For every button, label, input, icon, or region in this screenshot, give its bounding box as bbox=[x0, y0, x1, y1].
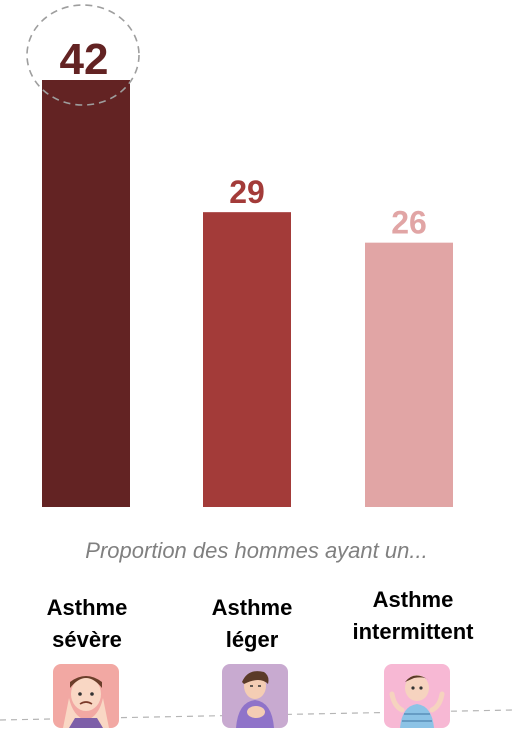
category-label-severe-line1: Asthme bbox=[46, 595, 128, 620]
bar-intermittent bbox=[365, 242, 453, 507]
value-label-severe: 42 bbox=[60, 35, 109, 84]
value-label-intermittent: 26 bbox=[391, 205, 427, 241]
distressed-person-icon bbox=[53, 664, 119, 728]
category-label-mild-line1: Asthme bbox=[211, 595, 293, 620]
bar-chart: 42 29 26 bbox=[26, 4, 453, 507]
coughing-person-icon bbox=[222, 664, 288, 728]
category-label-mild-line2: léger bbox=[225, 627, 279, 652]
category-label-intermittent-line1: Asthme bbox=[372, 587, 454, 612]
category-label-intermittent: Asthme intermittent bbox=[338, 584, 488, 648]
category-label-severe: Asthme sévère bbox=[12, 592, 162, 656]
chart-caption: Proportion des hommes ayant un... bbox=[85, 538, 428, 563]
category-label-mild: Asthme léger bbox=[177, 592, 327, 656]
bar-mild bbox=[203, 212, 291, 507]
bar-severe bbox=[42, 80, 130, 507]
shrugging-child-icon bbox=[384, 664, 450, 728]
category-label-intermittent-line2: intermittent bbox=[352, 619, 474, 644]
highlight-dashed-circle bbox=[26, 4, 140, 106]
value-label-mild: 29 bbox=[229, 174, 265, 210]
category-label-severe-line2: sévère bbox=[52, 627, 122, 652]
